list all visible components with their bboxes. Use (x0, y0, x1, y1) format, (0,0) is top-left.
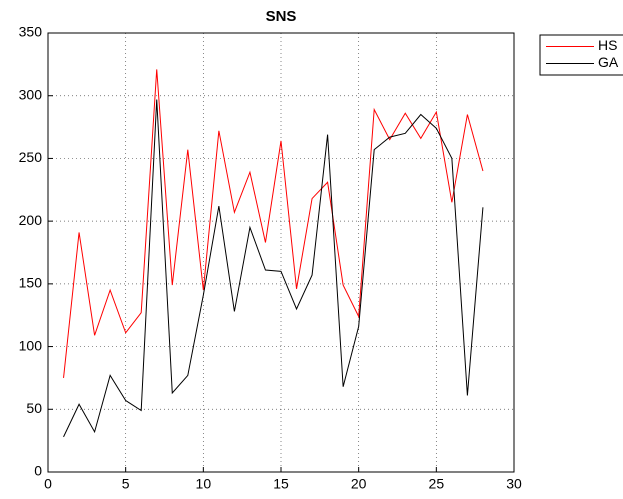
y-tick-label: 250 (19, 149, 43, 165)
y-tick-label: 200 (19, 212, 43, 228)
series-line (63, 99, 484, 438)
x-tick-label: 15 (273, 476, 289, 492)
x-tick-label: 5 (122, 476, 130, 492)
chart-title: SNS (266, 8, 297, 25)
y-tick-label: 0 (34, 463, 42, 479)
series-line (63, 69, 484, 378)
x-tick-label: 30 (506, 476, 522, 492)
y-tick-label: 50 (26, 400, 42, 416)
y-tick-label: 150 (19, 275, 43, 291)
legend-label: GA (598, 54, 619, 70)
x-tick-label: 20 (351, 476, 367, 492)
x-tick-label: 0 (44, 476, 52, 492)
y-tick-label: 100 (19, 337, 43, 353)
y-tick-label: 300 (19, 86, 43, 102)
y-tick-label: 350 (19, 24, 43, 40)
x-tick-label: 10 (196, 476, 212, 492)
axes-frame (47, 32, 515, 473)
legend-label: HS (598, 37, 617, 53)
plot-area (48, 33, 514, 472)
x-tick-label: 25 (429, 476, 445, 492)
legend-box (539, 34, 623, 76)
